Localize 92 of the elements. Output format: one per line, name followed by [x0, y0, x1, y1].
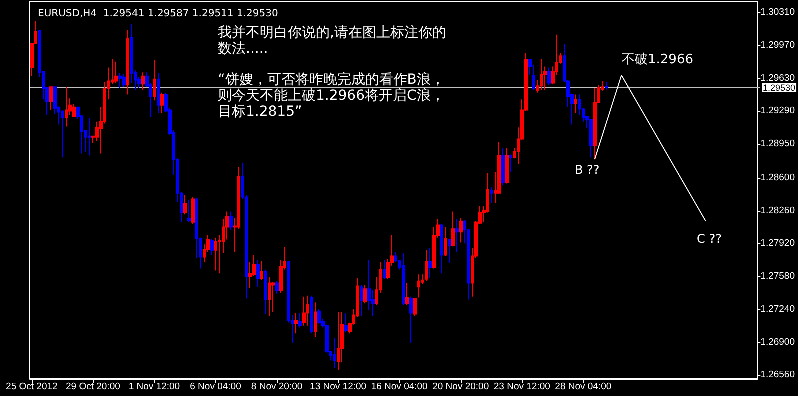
candlestick [451, 211, 455, 248]
x-tick-label: 16 Nov 04:00 [371, 382, 428, 392]
candlestick [65, 86, 68, 128]
y-tick-label: 1.29290 [760, 106, 796, 117]
candlestick [256, 260, 260, 288]
candlestick [448, 238, 451, 264]
candlestick [160, 92, 164, 114]
candlestick [337, 312, 340, 371]
candlestick [268, 277, 271, 317]
candlestick [187, 200, 191, 223]
candlestick [417, 274, 420, 298]
y-tick-label: 1.30310 [760, 7, 796, 18]
y-tick-label: 1.26560 [760, 370, 796, 381]
candlestick [310, 295, 313, 334]
candlestick [405, 282, 409, 306]
candlestick [141, 72, 145, 90]
x-tick-label: 1 Nov 12:00 [128, 382, 180, 392]
annotation: 目标1.2815” [218, 104, 302, 120]
candlestick [459, 218, 463, 244]
candlestick [455, 219, 459, 253]
x-tick-label: 8 Nov 20:00 [251, 382, 303, 392]
candlestick [501, 147, 505, 186]
annotation: B ?? [575, 163, 600, 177]
candlestick [260, 260, 263, 281]
candlestick [490, 187, 493, 204]
y-tick-label: 1.29630 [760, 72, 796, 84]
candlestick [210, 238, 214, 256]
candlestick [306, 295, 309, 326]
y-tick-label: 1.26900 [760, 336, 796, 348]
ref-line-label: 1.29530 [763, 83, 796, 94]
candlestick [440, 224, 443, 274]
candlestick [314, 302, 317, 338]
candlestick [118, 73, 122, 89]
y-tick-label: 1.28950 [760, 138, 796, 150]
y-tick-label: 1.27240 [760, 304, 796, 315]
candlestick [88, 118, 91, 156]
candlestick [271, 282, 275, 313]
y-tick-label: 1.29970 [760, 40, 796, 51]
candlestick [547, 67, 551, 86]
y-tick-label: 1.28260 [760, 205, 796, 216]
candlestick [153, 60, 156, 102]
annotation: 则今天不能上破1.2966将开启C浪， [218, 88, 445, 104]
candlestick [344, 312, 348, 334]
candlestick [509, 154, 512, 173]
candlestick [383, 260, 386, 280]
candlestick [540, 58, 543, 90]
x-tick-label: 20 Nov 20:00 [432, 382, 490, 392]
candlestick [275, 280, 279, 294]
candlestick [61, 110, 64, 158]
candlestick [363, 284, 367, 304]
candlestick [409, 296, 413, 344]
candlestick [605, 82, 608, 90]
y-tick-label: 1.28600 [760, 172, 796, 184]
candlestick [183, 194, 187, 216]
x-tick-label: 29 Oct 20:00 [66, 382, 120, 392]
x-tick-label: 28 Nov 04:00 [555, 382, 612, 392]
text: EURUSD,H4 1.29541 1.29587 1.29511 1.29530 [38, 8, 278, 20]
candlestick [574, 94, 577, 114]
x-tick-label: 6 Nov 04:00 [190, 382, 242, 392]
candlestick [49, 86, 53, 111]
candlestick [593, 88, 597, 160]
x-tick-label: 13 Nov 12:00 [310, 382, 367, 392]
candlestick [294, 312, 298, 334]
annotation: 数法..... [218, 41, 268, 57]
annotation: 我并不明白你说的,请在图上标注你的 [218, 25, 446, 41]
annotation: “饼嫂，可否将昨晚完成的看作B浪， [218, 72, 445, 88]
candlestick [589, 118, 593, 158]
candlestick [444, 226, 447, 257]
y-tick-label: 1.27580 [760, 271, 796, 282]
candlestick [360, 284, 363, 317]
candlestick [333, 338, 336, 369]
candlestick [114, 61, 118, 84]
annotation: 不破1.2966 [622, 52, 694, 68]
candlestick [425, 250, 428, 282]
candlestick [157, 73, 160, 114]
candlestick [428, 248, 432, 279]
candlestick [229, 211, 233, 231]
candlestick [402, 252, 405, 306]
candlestick [191, 196, 195, 225]
candlestick [126, 30, 129, 96]
candlestick [122, 74, 126, 88]
candlestick [505, 147, 509, 184]
candlestick [214, 237, 217, 272]
candlestick [302, 296, 306, 326]
annotation: C ?? [697, 232, 722, 246]
candlestick [264, 269, 267, 315]
candlestick [298, 312, 302, 328]
x-tick-label: 25 Oct 2012 [6, 382, 58, 392]
x-tick-label: 23 Nov 12:00 [494, 382, 550, 392]
candlestick [317, 308, 321, 324]
candlestick [413, 298, 417, 317]
y-tick-label: 1.27920 [760, 238, 796, 250]
